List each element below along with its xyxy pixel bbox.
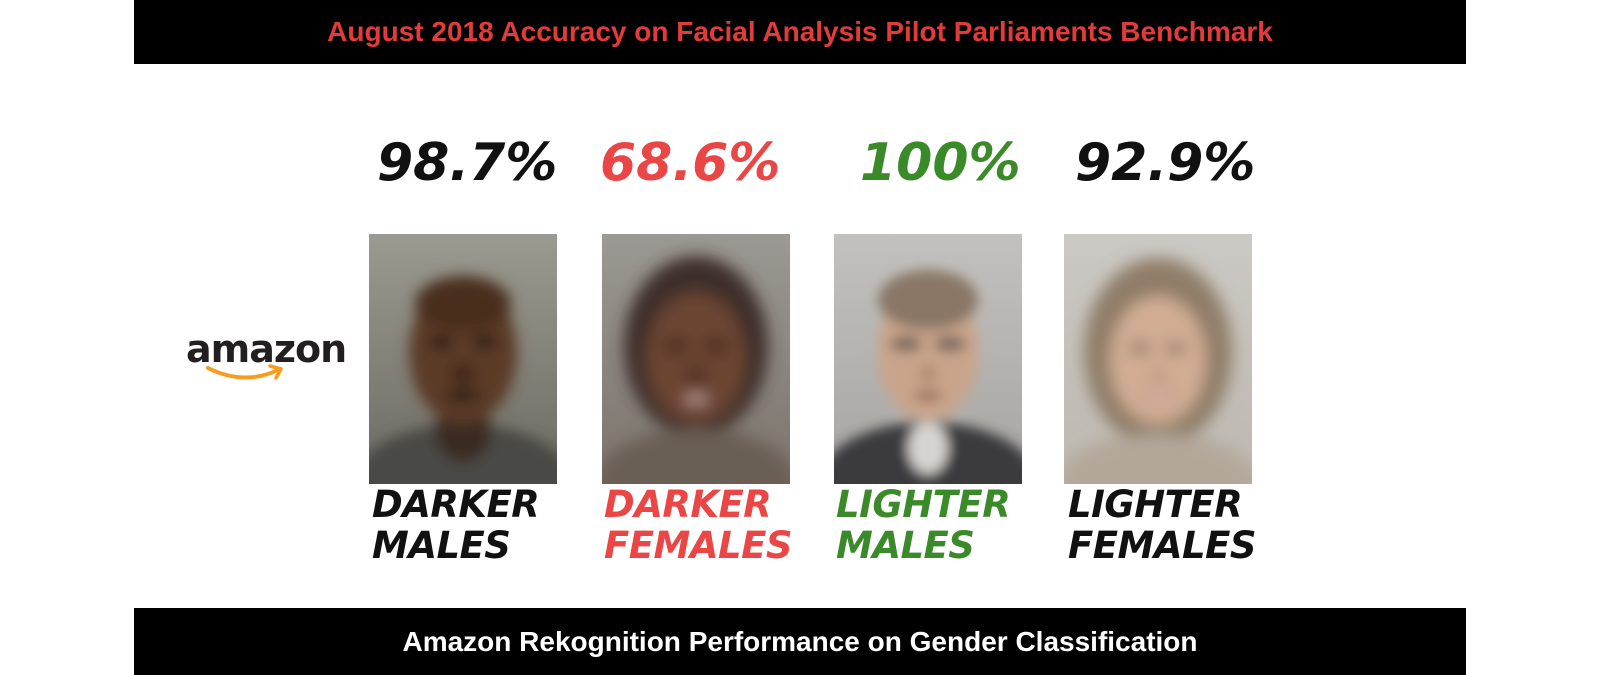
label-darker-males: DARKER MALES	[372, 483, 540, 567]
label-lighter-females-line2: FEMALES	[1068, 524, 1257, 567]
label-darker-females-line1: DARKER	[604, 483, 772, 526]
label-lighter-males-line2: MALES	[836, 524, 975, 567]
amazon-smile-icon	[206, 364, 283, 380]
amazon-logo: amazon	[186, 327, 347, 388]
accuracy-darker-males: 98.7%	[377, 133, 558, 193]
lighter-female-face-image	[1064, 234, 1252, 484]
label-darker-females-line2: FEMALES	[604, 524, 793, 567]
header-bar: August 2018 Accuracy on Facial Analysis …	[134, 0, 1466, 64]
label-lighter-females: LIGHTER FEMALES	[1068, 483, 1257, 567]
label-lighter-males: LIGHTER MALES	[836, 483, 1011, 567]
label-darker-males-line2: MALES	[372, 524, 511, 567]
darker-male-face-image	[369, 234, 557, 484]
darker-female-face-image	[602, 234, 790, 484]
label-darker-males-line1: DARKER	[372, 483, 540, 526]
lighter-male-face-image	[834, 234, 1022, 484]
footer-bar: Amazon Rekognition Performance on Gender…	[134, 608, 1466, 675]
label-lighter-males-line1: LIGHTER	[836, 483, 1011, 526]
accuracy-darker-females: 68.6%	[600, 133, 781, 193]
footer-caption: Amazon Rekognition Performance on Gender…	[402, 625, 1198, 657]
accuracy-lighter-males: 100%	[860, 133, 1021, 193]
label-darker-females: DARKER FEMALES	[604, 483, 793, 567]
accuracy-lighter-females: 92.9%	[1075, 133, 1256, 193]
page-title: August 2018 Accuracy on Facial Analysis …	[327, 16, 1273, 47]
amazon-logo-text: amazon	[186, 327, 347, 371]
label-lighter-females-line1: LIGHTER	[1068, 483, 1243, 526]
